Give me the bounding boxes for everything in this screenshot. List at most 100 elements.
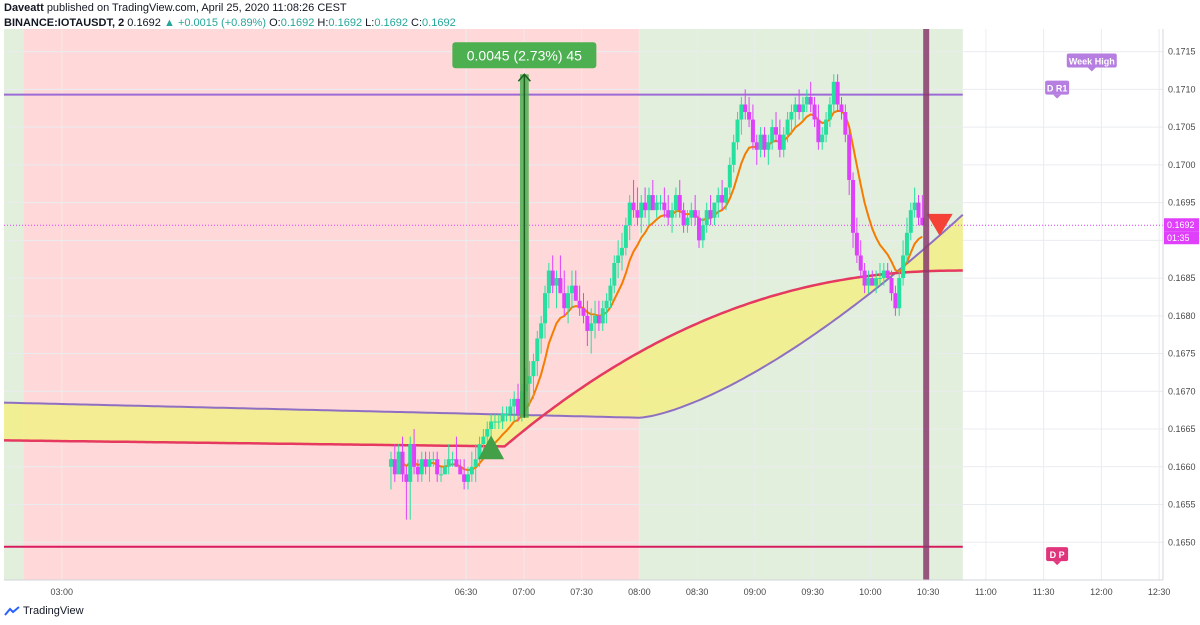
candle-body [454, 459, 459, 467]
candle-body [804, 96, 809, 105]
candle-body [442, 466, 447, 475]
low-label: L: [365, 17, 375, 29]
pivot-label-pointer [1087, 67, 1096, 72]
candle-body [712, 202, 717, 218]
candle-body [881, 270, 886, 279]
session-bg-green [4, 29, 24, 580]
candle-body [458, 466, 463, 475]
candle-body [596, 315, 601, 324]
candle-body [720, 195, 725, 203]
candle-body [643, 202, 648, 211]
price-tick-label: 0.1685 [1168, 273, 1196, 283]
candle-body [392, 459, 397, 475]
candle-body [662, 202, 667, 211]
price-tick-label: 0.1650 [1168, 537, 1196, 547]
candle-body [735, 119, 740, 143]
candle-body [689, 210, 694, 218]
candle-body [774, 127, 779, 135]
candle-body [635, 210, 640, 218]
time-tick-label: 03:00 [50, 587, 73, 597]
tradingview-logo[interactable]: TradingView [4, 605, 84, 617]
price-tick-label: 0.1665 [1168, 424, 1196, 434]
candle-body [581, 308, 586, 316]
candle-body [473, 459, 478, 467]
candle-body [739, 104, 744, 120]
time-tick-label: 07:00 [513, 587, 536, 597]
candle-body [858, 255, 863, 271]
candle-body [593, 315, 598, 324]
candle-body [508, 406, 513, 414]
sell-signal-triangle [926, 213, 953, 236]
candle-body [546, 270, 551, 294]
candle-body [620, 247, 625, 256]
candle-body [874, 278, 879, 286]
candle-body [542, 293, 547, 324]
candle-body [450, 459, 455, 461]
candle-body [901, 255, 906, 279]
candle-body [731, 142, 736, 165]
candle-body [816, 119, 821, 143]
candle-body [747, 112, 752, 120]
candle-body [862, 270, 867, 286]
measure-label-bg [452, 42, 597, 69]
time-tick-label: 11:30 [1033, 587, 1055, 597]
candle-body [531, 361, 536, 377]
time-tick-label: 11:00 [975, 587, 997, 597]
low-value: 0.1692 [374, 17, 408, 29]
price-tick-label: 0.1680 [1168, 311, 1196, 321]
candle-body [827, 104, 832, 120]
symbol-name: BINANCE:IOTAUSDT, 2 [4, 17, 125, 29]
candle-body [700, 225, 705, 241]
candle-body [623, 225, 628, 248]
time-tick-label: 06:30 [455, 587, 478, 597]
time-tick-label: 10:00 [859, 587, 882, 597]
footer-brand: TradingView [23, 605, 84, 617]
high-value: 0.1692 [328, 17, 363, 29]
pivot-label: D R1 [1047, 84, 1068, 94]
candle-body [631, 202, 636, 211]
candle-body [708, 210, 713, 218]
candle-body [704, 210, 709, 226]
candle-body [666, 210, 671, 218]
time-tick-label: 10:30 [917, 587, 940, 597]
candle-body [415, 466, 420, 475]
candle-body [585, 315, 590, 331]
candle-body [673, 195, 678, 211]
candle-body [639, 202, 644, 218]
candle-body [569, 285, 574, 294]
pivot-label-bg [1066, 53, 1117, 68]
candle-body [785, 119, 790, 135]
candle-body [681, 210, 686, 226]
candle-body [877, 278, 882, 280]
candle-body [604, 300, 609, 309]
candle-body [589, 323, 594, 331]
candle-body [743, 104, 748, 113]
candle-body [889, 278, 894, 294]
candle-body [800, 104, 805, 113]
candle-body [847, 134, 852, 180]
candle-body [469, 466, 474, 475]
time-tick-label: 09:00 [744, 587, 767, 597]
time-tick-label: 12:30 [1148, 587, 1171, 597]
candle-body [439, 474, 444, 476]
candle-body [489, 421, 494, 430]
candle-body [866, 278, 871, 286]
author-name[interactable]: Daveatt [4, 2, 44, 14]
candle-body [808, 96, 813, 105]
candle-body [723, 187, 728, 203]
candle-body [527, 376, 532, 384]
time-tick-label: 08:30 [686, 587, 709, 597]
candle-body [550, 270, 555, 286]
candle-body [646, 195, 651, 211]
pivot-label-bg [1045, 80, 1070, 95]
pivot-label: Week High [1069, 56, 1115, 66]
candle-body [820, 134, 825, 143]
buy-signal-triangle [478, 435, 505, 460]
close-value: 0.1692 [422, 17, 456, 29]
countdown-tag-bg [1164, 231, 1199, 245]
price-tick-label: 0.1710 [1168, 84, 1196, 94]
pivot-label-pointer [1053, 561, 1062, 566]
candle-body [851, 179, 856, 233]
candle-body [566, 293, 571, 309]
